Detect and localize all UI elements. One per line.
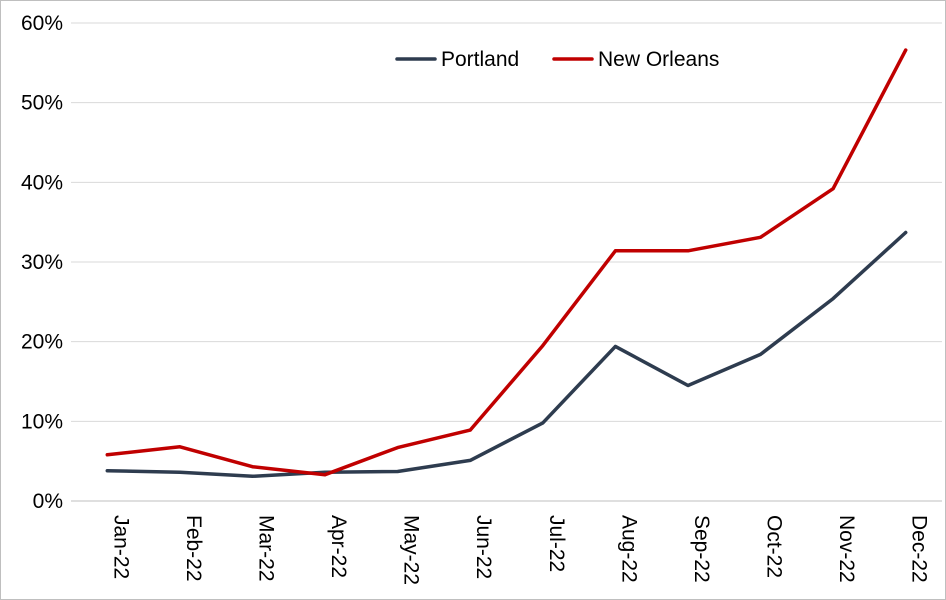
- x-tick-label: May-22: [400, 515, 423, 585]
- y-tick-label: 30%: [21, 251, 63, 274]
- x-tick-label: Sep-22: [690, 515, 713, 583]
- x-tick-label: Aug-22: [617, 515, 640, 583]
- data-point: [250, 465, 254, 469]
- data-point: [105, 453, 109, 457]
- y-tick-label: 10%: [21, 410, 63, 433]
- y-tick-label: 20%: [21, 331, 63, 354]
- series-line-new-orleans: [105, 48, 908, 477]
- data-point: [396, 446, 400, 450]
- x-tick-label: Mar-22: [254, 515, 277, 582]
- data-point: [904, 48, 908, 52]
- data-point: [686, 249, 690, 253]
- x-tick-label: Dec-22: [908, 515, 931, 583]
- y-tick-label: 60%: [21, 12, 63, 35]
- data-point: [468, 458, 472, 462]
- x-tick-label: Jun-22: [472, 515, 495, 579]
- x-tick-label: Feb-22: [182, 515, 205, 582]
- data-point: [831, 297, 835, 301]
- data-point: [105, 469, 109, 473]
- data-point: [396, 470, 400, 474]
- y-axis-tick-labels: 0% 10% 20% 30% 40% 50% 60%: [21, 12, 63, 513]
- series-line-portland: [105, 230, 908, 479]
- series-lines: [105, 48, 908, 479]
- data-point: [613, 249, 617, 253]
- data-point: [686, 383, 690, 387]
- data-point: [250, 474, 254, 478]
- x-axis-tick-labels: Jan-22 Feb-22 Mar-22 Apr-22 May-22 Jun-22 Jul-…: [109, 515, 930, 585]
- data-point: [759, 235, 763, 239]
- x-tick-label: Jan-22: [109, 515, 132, 579]
- y-tick-label: 0%: [33, 490, 63, 513]
- legend-label: Portland: [441, 48, 519, 71]
- data-point: [541, 344, 545, 348]
- x-tick-label: Jul-22: [545, 515, 568, 572]
- y-tick-label: 50%: [21, 92, 63, 115]
- data-point: [831, 187, 835, 191]
- data-point: [468, 428, 472, 432]
- data-point: [323, 473, 327, 477]
- data-point: [541, 421, 545, 425]
- y-tick-label: 40%: [21, 171, 63, 194]
- data-point: [759, 352, 763, 356]
- x-tick-label: Nov-22: [835, 515, 858, 583]
- gridlines: [71, 22, 942, 422]
- legend: Portland New Orleans: [395, 48, 719, 71]
- data-point: [178, 445, 182, 449]
- legend-label: New Orleans: [598, 48, 719, 71]
- data-point: [904, 231, 908, 235]
- x-tick-label: Oct-22: [763, 515, 786, 578]
- data-point: [178, 470, 182, 474]
- data-point: [613, 344, 617, 348]
- x-tick-label: Apr-22: [327, 515, 350, 578]
